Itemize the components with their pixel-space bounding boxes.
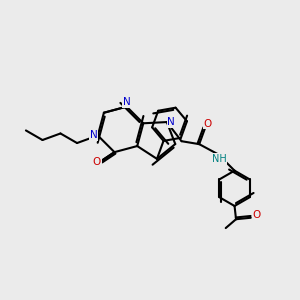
Text: N: N [167,117,175,127]
Text: O: O [253,210,261,220]
Text: N: N [89,130,97,140]
Text: NH: NH [212,154,226,164]
Text: O: O [203,118,211,128]
Text: N: N [123,97,130,107]
Text: O: O [93,158,101,167]
